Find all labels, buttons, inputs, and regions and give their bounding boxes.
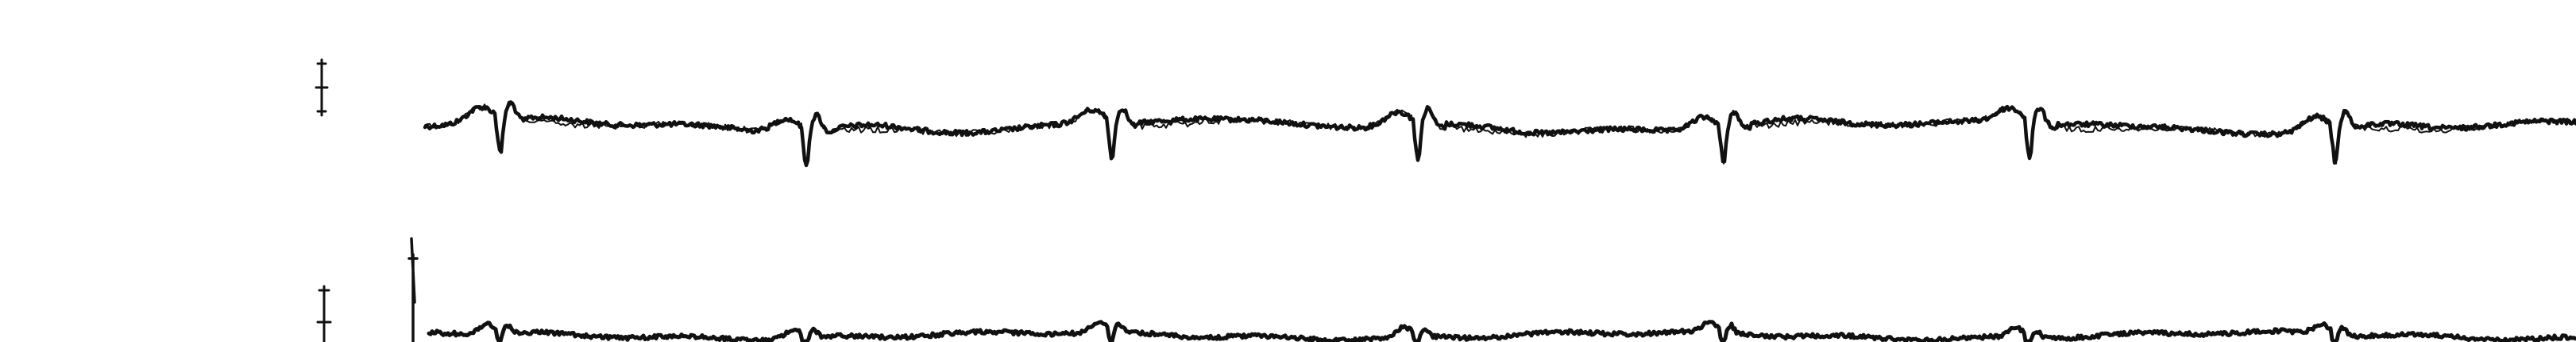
ecg-trace-noise	[424, 101, 2575, 167]
ecg-lead-trace-top	[315, 58, 2576, 168]
ecg-trace-line	[423, 100, 2576, 168]
ecg-trace-line	[427, 320, 2576, 342]
calibration-pulse-bottom	[407, 237, 419, 342]
calibration-marker-bottom	[316, 285, 332, 342]
calibration-marker-top	[315, 58, 329, 117]
ecg-lead-trace-bottom	[316, 237, 2576, 342]
